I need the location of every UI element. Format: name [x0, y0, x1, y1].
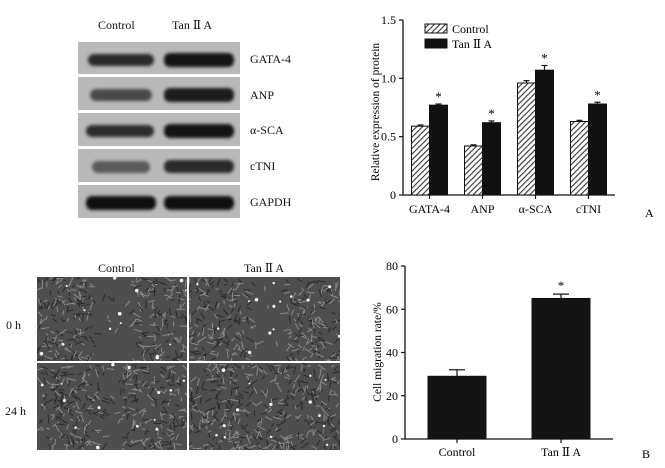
- significance-star: *: [435, 89, 442, 104]
- blot-column-tan: Tan Ⅱ A: [172, 18, 212, 32]
- protein-expression-chart: 0 0.5 1.0 1.5 * GATA-4 * ANP * α-SCA * cTNI ControlT…: [370, 13, 654, 220]
- blot-strip-gata4: [78, 42, 240, 74]
- micro-column-control: Control: [98, 261, 135, 275]
- migration-chart-y-label: Cell migration rate/%: [372, 302, 384, 402]
- blot-strip-ctni: [78, 149, 240, 182]
- y-tick-label: 20: [386, 389, 398, 403]
- blot-strip-asca: [78, 113, 240, 146]
- panel-a-letter: A: [645, 206, 654, 220]
- x-tick-label: Control: [439, 445, 476, 459]
- x-tick-label: ANP: [470, 202, 494, 216]
- bar-control-2: [517, 82, 536, 196]
- bar-control-0: [411, 125, 430, 196]
- legend-swatch-tan: [424, 38, 448, 49]
- micro-row-0h: 0 h: [6, 318, 21, 332]
- bar-1: [531, 297, 591, 440]
- significance-star: *: [488, 106, 495, 121]
- micrograph-control-24h: [37, 363, 187, 450]
- y-tick-label: 1.5: [381, 13, 396, 27]
- y-tick-label: 80: [386, 259, 398, 273]
- blot-row-anp: ANP: [250, 88, 275, 102]
- blot-row-asca: α-SCA: [250, 123, 284, 137]
- y-tick-label: 0: [392, 432, 398, 446]
- micrograph-tan-24h: [189, 363, 340, 450]
- migration-rate-chart: 0 20 40 60 80 Control * Tan Ⅱ A Cell migration …: [372, 259, 650, 461]
- legend-label-control: Control: [452, 22, 489, 36]
- y-tick-label: 1.0: [381, 71, 396, 85]
- blot-row-gapdh: GAPDH: [250, 195, 292, 209]
- x-tick-label: Tan Ⅱ A: [541, 445, 581, 459]
- blot-row-ctni: cTNI: [250, 159, 276, 173]
- significance-star: *: [541, 51, 548, 66]
- x-tick-label: GATA-4: [409, 202, 450, 216]
- bar-control-3: [570, 121, 589, 196]
- bar-tan-0: [429, 104, 448, 196]
- bar-tan-3: [588, 103, 607, 196]
- micrograph-control-0h: [37, 277, 187, 361]
- bar-0: [427, 375, 487, 440]
- bar-tan-2: [535, 69, 554, 196]
- significance-star: *: [594, 87, 601, 102]
- y-tick-label: 40: [386, 346, 398, 360]
- bar-tan-1: [482, 122, 501, 196]
- x-tick-label: cTNI: [576, 202, 601, 216]
- x-tick-label: α-SCA: [519, 202, 553, 216]
- micro-row-24h: 24 h: [5, 404, 26, 418]
- panel-b-letter: B: [642, 447, 650, 461]
- blot-column-control: Control: [98, 18, 135, 32]
- micro-column-tan: Tan Ⅱ A: [244, 261, 284, 275]
- y-tick-label: 0.5: [381, 130, 396, 144]
- bar-control-1: [464, 145, 483, 196]
- legend-label-tan: Tan Ⅱ A: [452, 37, 492, 51]
- y-tick-label: 0: [390, 188, 396, 202]
- y-tick-label: 60: [386, 302, 398, 316]
- blot-strip-gapdh: [78, 185, 240, 218]
- blot-row-gata4: GATA-4: [250, 52, 292, 66]
- protein-chart-y-label: Relative expression of protein: [370, 43, 382, 182]
- legend-swatch-control: [424, 23, 448, 34]
- micrograph-tan-0h: [189, 277, 340, 361]
- blot-strip-anp: [78, 77, 240, 110]
- significance-star: *: [558, 278, 565, 293]
